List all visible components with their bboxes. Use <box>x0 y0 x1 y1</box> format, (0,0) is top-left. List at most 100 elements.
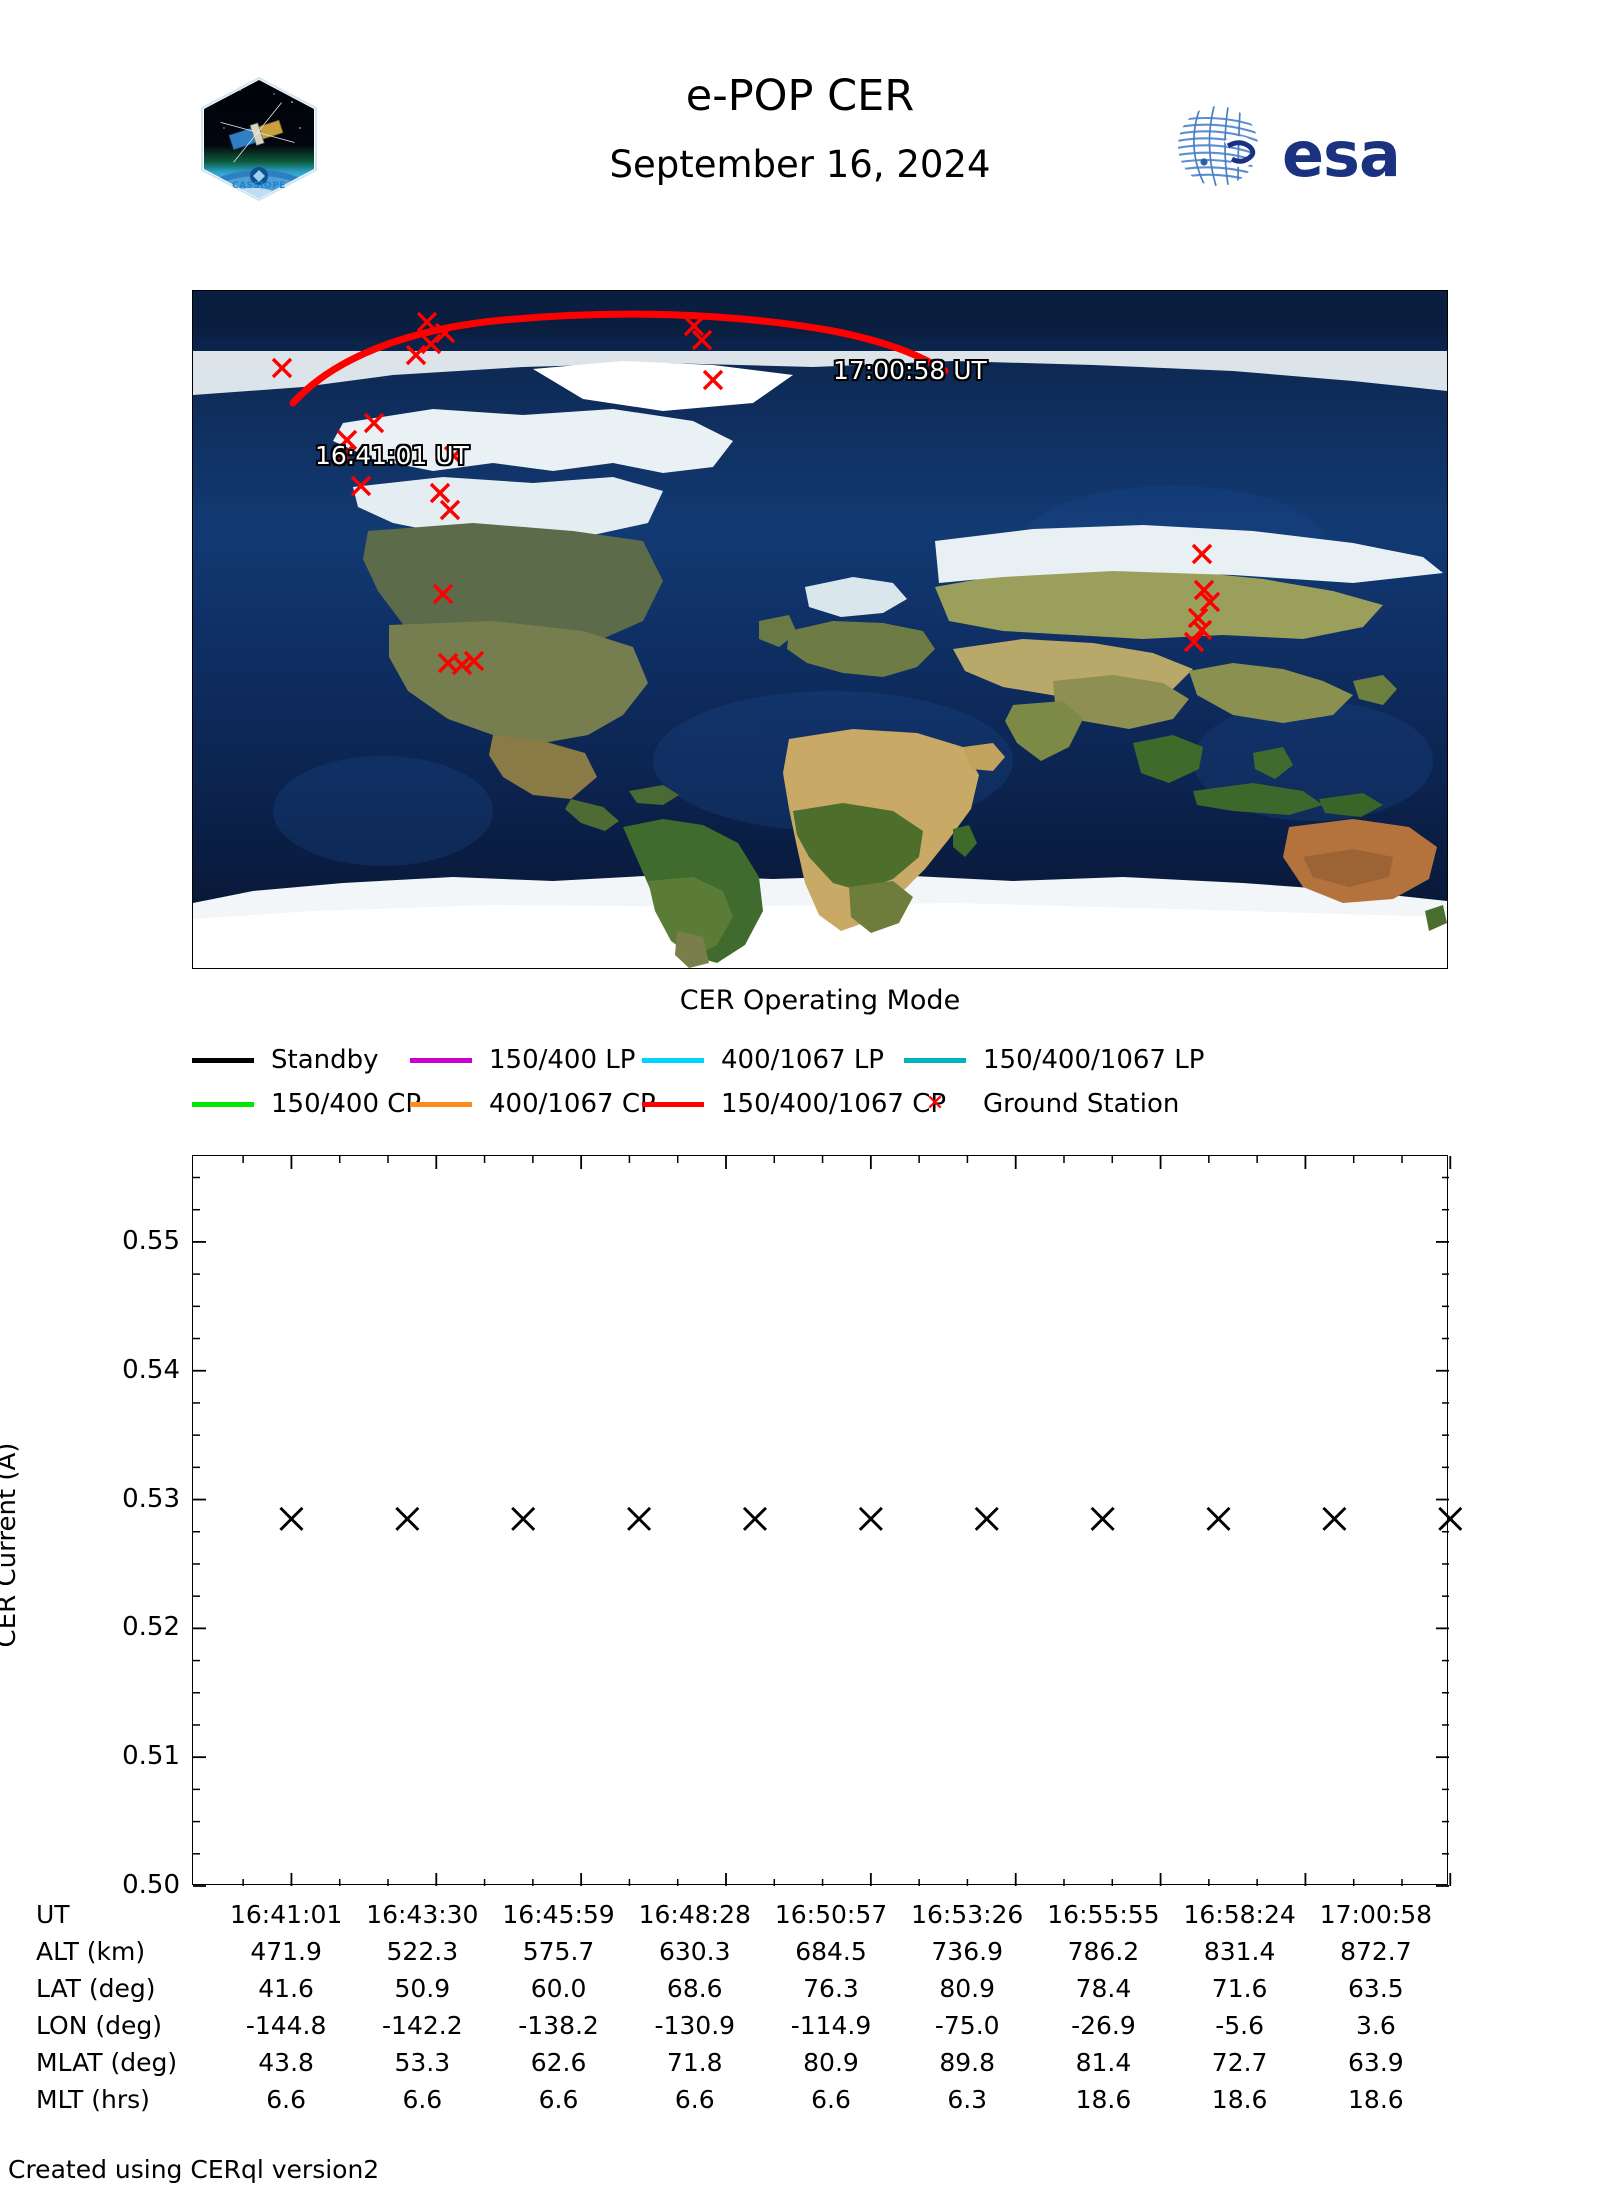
data-point-marker <box>858 1506 883 1531</box>
legend-item-400-1067-cp: 400/1067 CP <box>410 1089 656 1119</box>
y-axis-tick-label: 0.55 <box>122 1225 180 1256</box>
table-row: MLT (hrs) 6.6 6.6 6.6 6.6 6.6 6.3 18.6 18.6 18.6 <box>36 2081 1444 2118</box>
table-row-header: MLT (hrs) <box>36 2085 150 2114</box>
table-row-header: ALT (km) <box>36 1937 146 1966</box>
table-cell: 50.9 <box>394 1974 451 2003</box>
data-point-marker <box>1206 1506 1231 1531</box>
world-map <box>193 291 1447 968</box>
europe <box>787 621 935 677</box>
line-swatch-icon <box>192 1101 254 1107</box>
page-title: e-POP CER <box>685 71 915 121</box>
ground-station-marker <box>1191 543 1213 565</box>
table-cell: -142.2 <box>382 2011 463 2040</box>
y-axis-tick-label: 0.51 <box>122 1741 180 1772</box>
data-point-marker <box>395 1506 420 1531</box>
table-cell: 80.9 <box>803 2048 859 2077</box>
title-block: e-POP CER September 16, 2024 <box>400 68 1200 194</box>
legend-item-150-400-1067-lp: 150/400/1067 LP <box>904 1045 1204 1075</box>
table-cell: 16:45:59 <box>502 1900 615 1929</box>
legend-item-ground-station: ✕ Ground Station <box>904 1089 1180 1119</box>
south-america-south <box>675 931 709 968</box>
table-cell: 80.9 <box>939 1974 996 2003</box>
orbit-ground-track <box>289 310 949 407</box>
esa-logo-text: esa <box>1282 118 1400 190</box>
table-cell: 831.4 <box>1203 1937 1276 1966</box>
page-date: September 16, 2024 <box>609 143 991 186</box>
cer-current-plot <box>192 1155 1463 1887</box>
ephemeris-data-table: UT 16:41:01 16:43:30 16:45:59 16:48:28 16:50:… <box>36 1896 1456 2118</box>
legend-item-standby: Standby <box>192 1045 410 1075</box>
ground-station-marker <box>420 333 442 355</box>
ground-station-marker <box>451 654 473 676</box>
table-cell: -138.2 <box>518 2011 599 2040</box>
table-cell: 522.3 <box>386 1937 459 1966</box>
plot-data-markers <box>279 1506 1463 1531</box>
table-cell: 6.6 <box>811 2085 851 2114</box>
y-axis-label: CER Current (A) <box>0 1442 22 1648</box>
line-swatch-icon <box>410 1057 472 1063</box>
ground-station-marker <box>683 315 705 337</box>
northern-canada <box>353 477 663 535</box>
ground-station-marker <box>271 357 293 379</box>
east-asia <box>1189 663 1353 723</box>
table-cell: 18.6 <box>1075 2085 1132 2114</box>
table-cell: 16:48:28 <box>638 1900 751 1929</box>
y-axis-tick-label: 0.50 <box>122 1870 180 1900</box>
x-marker-icon: ✕ <box>925 1091 945 1116</box>
data-point-marker <box>511 1506 536 1531</box>
ground-station-marker <box>350 475 372 497</box>
table-cell: 630.3 <box>658 1937 731 1966</box>
ground-station-marker <box>439 499 461 521</box>
line-swatch-icon <box>642 1057 704 1063</box>
table-row: LAT (deg) 41.6 50.9 60.0 68.6 76.3 80.9 78.4 71.… <box>36 1970 1444 2007</box>
canada-boreal <box>363 523 663 647</box>
table-cell: 786.2 <box>1067 1937 1140 1966</box>
table-row: UT 16:41:01 16:43:30 16:45:59 16:48:28 16:50:… <box>36 1896 1444 1933</box>
table-row-header: LON (deg) <box>36 2011 162 2040</box>
madagascar <box>953 825 977 857</box>
table-cell: 18.6 <box>1211 2085 1268 2114</box>
data-point-marker <box>742 1506 767 1531</box>
legend-label: 400/1067 LP <box>721 1045 884 1075</box>
data-point-marker <box>974 1506 999 1531</box>
y-axis-tick-label: 0.53 <box>122 1483 180 1514</box>
new-zealand <box>1425 905 1447 931</box>
table-cell: 63.9 <box>1348 2048 1404 2077</box>
table-cell: 71.8 <box>666 2048 723 2077</box>
table-cell: 16:50:57 <box>774 1900 888 1929</box>
new-guinea <box>1319 793 1383 817</box>
table-cell: 575.7 <box>522 1937 595 1966</box>
table-cell: 17:00:58 <box>1319 1900 1433 1929</box>
table-cell: 68.6 <box>666 1974 723 2003</box>
map-caption: CER Operating Mode <box>679 985 961 1016</box>
world-map-panel: 16:41:01 UT 17:00:58 UT <box>192 290 1448 969</box>
table-cell: 16:41:01 <box>229 1900 343 1929</box>
page-header: CASSIOPE e-POP CER September 16, 2024 <box>0 0 1600 205</box>
table-cell: -26.9 <box>1071 2011 1136 2040</box>
table-cell: 16:55:55 <box>1047 1900 1160 1929</box>
table-cell: -144.8 <box>245 2011 327 2040</box>
table-cell: -114.9 <box>790 2011 872 2040</box>
table-cell: 736.9 <box>931 1937 1003 1966</box>
y-axis-tick-label: 0.54 <box>122 1354 180 1385</box>
table-cell: 81.4 <box>1075 2048 1132 2077</box>
ground-station-marker <box>1191 619 1213 641</box>
table-cell: 63.5 <box>1348 1974 1404 2003</box>
line-swatch-icon <box>904 1057 966 1063</box>
table-cell: 89.8 <box>939 2048 996 2077</box>
china <box>1053 675 1189 729</box>
table-row-header: UT <box>36 1900 70 1929</box>
ground-station-marker <box>363 412 385 434</box>
ground-station-marker <box>443 445 465 467</box>
table-cell: 471.9 <box>250 1937 322 1966</box>
table-cell: 71.6 <box>1211 1974 1268 2003</box>
central-america <box>565 799 619 831</box>
cer-current-plot-svg <box>193 1156 1463 1887</box>
india <box>1005 701 1083 761</box>
ground-station-marker <box>1199 591 1221 613</box>
legend-label: 400/1067 CP <box>489 1089 656 1119</box>
siberia-tundra <box>935 525 1443 583</box>
ground-station-marker <box>702 369 724 391</box>
table-row-header: LAT (deg) <box>36 1974 156 2003</box>
legend-label: 150/400/1067 LP <box>983 1045 1205 1075</box>
